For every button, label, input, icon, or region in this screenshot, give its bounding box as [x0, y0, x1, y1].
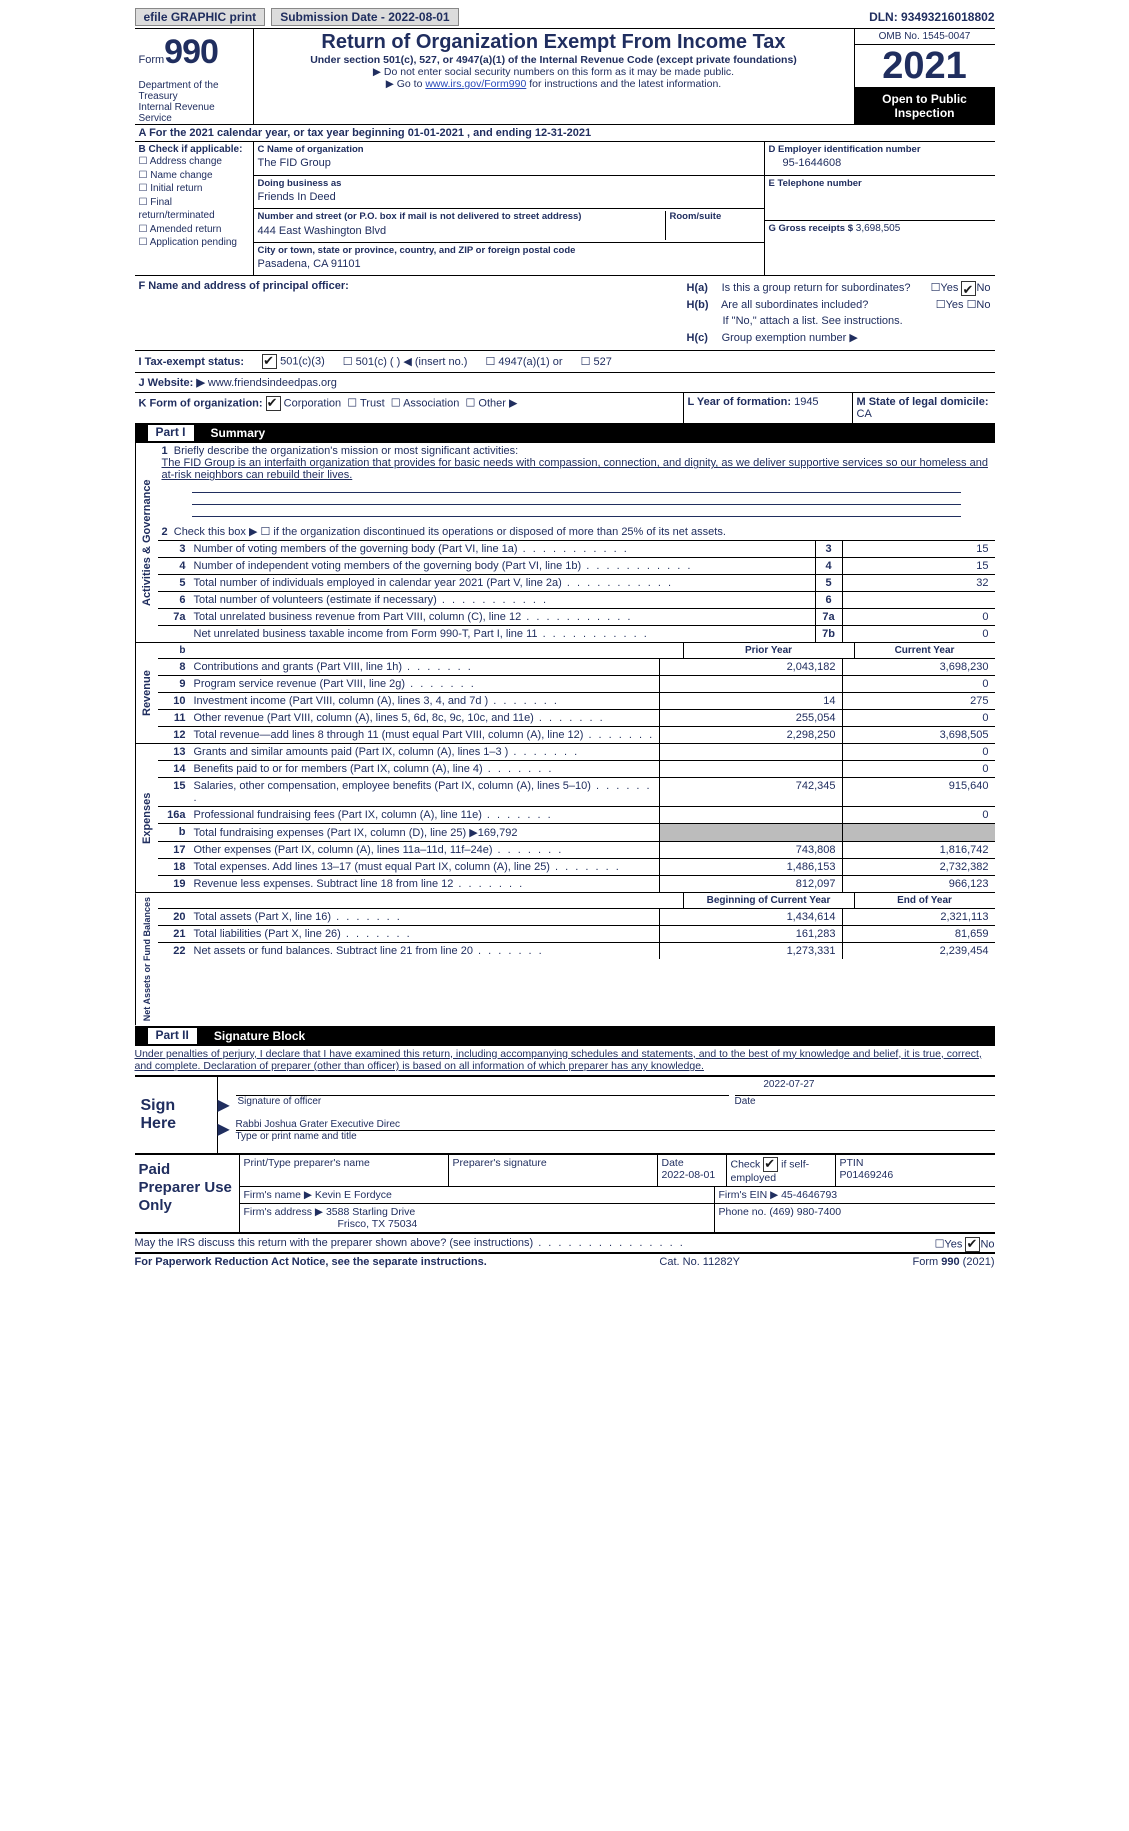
form-header: Form990 Department of the Treasury Inter… — [135, 29, 995, 125]
part-2-header: Part II Signature Block — [135, 1027, 995, 1046]
end-year-hdr: End of Year — [854, 893, 995, 908]
subtitle-2: ▶ Do not enter social security numbers o… — [258, 66, 850, 78]
begin-year-hdr: Beginning of Current Year — [683, 893, 854, 908]
preparer-sig-label: Preparer's signature — [449, 1155, 658, 1186]
dept-treasury: Department of the Treasury Internal Reve… — [139, 80, 249, 124]
gross-label: G Gross receipts $ — [769, 223, 853, 234]
top-bar: efile GRAPHIC print Submission Date - 20… — [135, 8, 995, 29]
side-revenue: Revenue — [135, 643, 158, 743]
street-value: 444 East Washington Blvd — [258, 223, 665, 240]
ha-no-checkbox[interactable] — [961, 281, 976, 296]
preparer-date: 2022-08-01 — [662, 1169, 716, 1181]
form-number: 990 — [164, 33, 218, 71]
form-title: Return of Organization Exempt From Incom… — [258, 31, 850, 54]
website-label: J Website: ▶ — [139, 377, 205, 389]
room-label: Room/suite — [670, 211, 760, 222]
hb-note: If "No," attach a list. See instructions… — [687, 313, 991, 330]
open-to-public: Open to Public Inspection — [855, 88, 995, 124]
preparer-name-label: Print/Type preparer's name — [240, 1155, 449, 1186]
chk-initial-return[interactable]: Initial return — [150, 183, 202, 194]
footer-left: For Paperwork Reduction Act Notice, see … — [135, 1256, 487, 1268]
tax-year: 2021 — [855, 45, 995, 88]
side-expenses: Expenses — [135, 744, 158, 892]
goto-pre: ▶ Go to — [386, 78, 426, 90]
dba-value: Friends In Deed — [258, 189, 760, 206]
gross-value: 3,698,505 — [856, 223, 901, 234]
mission-text: The FID Group is an interfaith organizat… — [162, 457, 991, 481]
officer-name-label: Type or print name and title — [236, 1131, 995, 1142]
side-netassets: Net Assets or Fund Balances — [135, 893, 158, 1025]
goto-post: for instructions and the latest informat… — [526, 78, 721, 90]
paid-preparer-label: Paid Preparer Use Only — [135, 1155, 239, 1232]
ptin: P01469246 — [840, 1169, 894, 1181]
state-domicile: CA — [857, 408, 872, 420]
year-formation: 1945 — [794, 396, 818, 408]
ha-text: Is this a group return for subordinates? — [722, 282, 911, 294]
omb-number: OMB No. 1545-0047 — [855, 29, 995, 45]
submission-date-badge: Submission Date - 2022-08-01 — [271, 8, 458, 26]
officer-name: Rabbi Joshua Grater Executive Direc — [236, 1119, 995, 1131]
sig-date-label: Date — [735, 1095, 995, 1115]
chk-application-pending[interactable]: Application pending — [150, 237, 237, 248]
irs-link[interactable]: www.irs.gov/Form990 — [425, 78, 526, 90]
ein-value: 95-1644608 — [769, 155, 991, 172]
firm-ein: 45-4646793 — [781, 1189, 837, 1201]
org-name-label: C Name of organization — [258, 144, 760, 155]
tel-label: E Telephone number — [769, 178, 991, 189]
discuss-text: May the IRS discuss this return with the… — [135, 1237, 685, 1249]
subtitle-1: Under section 501(c), 527, or 4947(a)(1)… — [258, 54, 850, 66]
perjury-text: Under penalties of perjury, I declare th… — [135, 1046, 995, 1075]
sign-date: 2022-07-27 — [763, 1079, 814, 1090]
org-name: The FID Group — [258, 155, 760, 172]
firm-name: Kevin E Fordyce — [315, 1189, 392, 1201]
chk-name-change[interactable]: Name change — [150, 170, 212, 181]
chk-final-return[interactable]: Final return/terminated — [139, 197, 215, 222]
footer-right: Form 990 (2021) — [913, 1256, 995, 1268]
section-b-label: B Check if applicable: — [139, 144, 249, 155]
form-org-label: K Form of organization: — [139, 398, 263, 410]
hc-text: Group exemption number ▶ — [722, 332, 858, 344]
form-label: Form — [139, 54, 165, 66]
firm-phone: (469) 980-7400 — [769, 1206, 841, 1218]
tax-year-line: A For the 2021 calendar year, or tax yea… — [135, 125, 995, 142]
part-1-header: Part I Summary — [135, 424, 995, 443]
dba-label: Doing business as — [258, 178, 760, 189]
tax-status-label: I Tax-exempt status: — [139, 356, 245, 368]
efile-badge: efile GRAPHIC print — [135, 8, 266, 26]
side-governance: Activities & Governance — [135, 443, 158, 642]
mission-label: Briefly describe the organization's miss… — [174, 445, 518, 457]
chk-address-change[interactable]: Address change — [150, 156, 222, 167]
website-value: www.friendsindeedpas.org — [208, 377, 337, 389]
city-value: Pasadena, CA 91101 — [258, 256, 760, 273]
501c3-checkbox[interactable] — [262, 354, 277, 369]
dln: DLN: 93493216018802 — [869, 10, 994, 24]
principal-officer-label: F Name and address of principal officer: — [135, 276, 683, 350]
current-year-hdr: Current Year — [854, 643, 995, 658]
hb-text: Are all subordinates included? — [721, 299, 868, 311]
chk-amended[interactable]: Amended return — [150, 224, 222, 235]
line2: Check this box ▶ ☐ if the organization d… — [174, 526, 726, 538]
city-label: City or town, state or province, country… — [258, 245, 760, 256]
footer-mid: Cat. No. 11282Y — [659, 1256, 740, 1268]
street-label: Number and street (or P.O. box if mail i… — [258, 211, 665, 222]
self-employed-checkbox[interactable] — [763, 1157, 778, 1172]
corp-checkbox[interactable] — [266, 396, 281, 411]
sign-here-label: Sign Here — [135, 1077, 217, 1153]
discuss-no-checkbox[interactable] — [965, 1237, 980, 1252]
prior-year-hdr: Prior Year — [683, 643, 854, 658]
firm-addr: 3588 Starling Drive — [326, 1206, 415, 1218]
ein-label: D Employer identification number — [769, 144, 991, 155]
sig-officer-label: Signature of officer — [236, 1095, 729, 1115]
